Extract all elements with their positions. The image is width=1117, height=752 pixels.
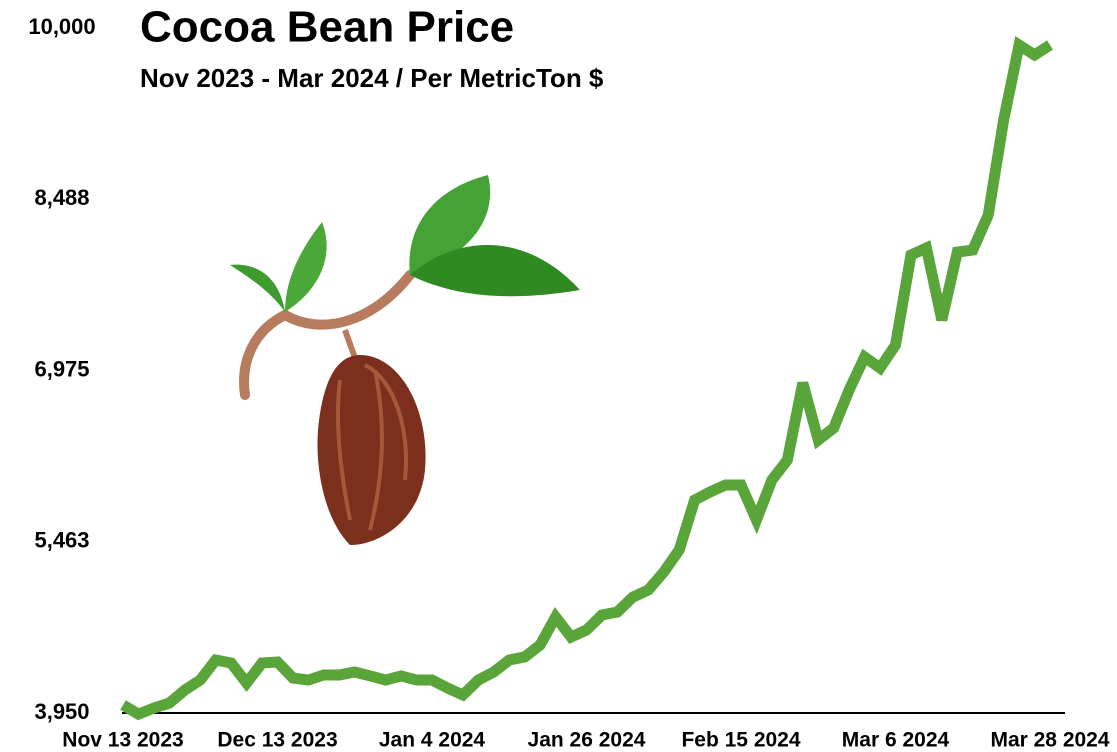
y-tick-label: 10,000 xyxy=(28,14,95,39)
x-tick-label: Jan 26 2024 xyxy=(528,729,646,752)
x-tick-label: Mar 28 2024 xyxy=(990,729,1109,752)
y-tick-label: 5,463 xyxy=(34,528,89,553)
x-tick-label: Mar 6 2024 xyxy=(842,729,950,752)
x-tick-label: Nov 13 2023 xyxy=(62,729,183,752)
price-line xyxy=(123,45,1050,714)
x-tick-label: Jan 4 2024 xyxy=(379,729,486,752)
chart-subtitle: Nov 2023 - Mar 2024 / Per MetricTon $ xyxy=(140,63,604,93)
y-tick-label: 6,975 xyxy=(34,356,89,381)
chart: Cocoa Bean Price Nov 2023 - Mar 2024 / P… xyxy=(0,0,1117,752)
cocoa-illustration xyxy=(230,175,580,545)
chart-title: Cocoa Bean Price xyxy=(140,3,514,52)
x-tick-label: Feb 15 2024 xyxy=(681,729,800,752)
x-tick-label: Dec 13 2023 xyxy=(217,729,337,752)
y-tick-label: 8,488 xyxy=(34,185,89,210)
y-tick-label: 3,950 xyxy=(34,699,89,724)
